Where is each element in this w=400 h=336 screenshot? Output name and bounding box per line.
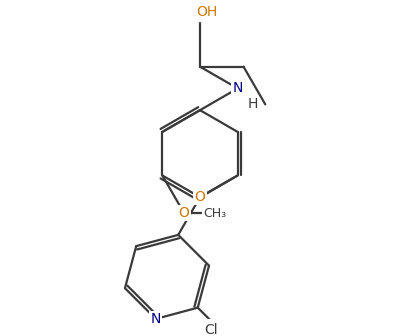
Text: H: H (248, 97, 258, 111)
Text: O: O (194, 190, 206, 204)
Text: Cl: Cl (204, 323, 218, 336)
Text: CH₃: CH₃ (203, 207, 226, 220)
Text: OH: OH (196, 5, 217, 19)
Text: N: N (150, 312, 161, 326)
Text: N: N (232, 81, 243, 95)
Text: O: O (179, 206, 190, 220)
